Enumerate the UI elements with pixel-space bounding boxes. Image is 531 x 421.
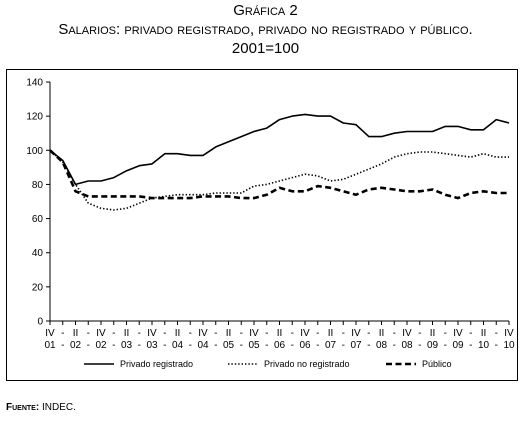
x-tick-label-quarter: IV	[351, 328, 361, 339]
x-tick-label-quarter: -	[112, 328, 115, 339]
y-tick-label: 80	[32, 180, 44, 191]
x-tick-label-year: 09	[427, 340, 439, 351]
y-tick-label: 60	[32, 214, 44, 225]
x-tick-label-year: -	[316, 340, 319, 351]
x-tick-label-quarter: -	[316, 328, 319, 339]
line-chart: 020406080100120140IV01--II02--IV02--II03…	[26, 78, 515, 370]
y-tick-label: 140	[26, 78, 43, 89]
x-tick-label-year: 02	[70, 340, 82, 351]
x-tick-label-year: 03	[121, 340, 133, 351]
x-tick-label-quarter: II	[481, 328, 487, 339]
x-tick-label-quarter: IV	[249, 328, 259, 339]
legend-label-1: Privado registrado	[120, 359, 193, 369]
x-tick-label-quarter: IV	[198, 328, 208, 339]
x-tick-label-year: -	[495, 340, 498, 351]
x-tick-label-year: 01	[44, 340, 56, 351]
x-tick-label-quarter: -	[469, 328, 472, 339]
source-label: Fuente:	[6, 402, 40, 413]
x-tick-label-year: -	[189, 340, 192, 351]
x-tick-label-year: -	[393, 340, 396, 351]
x-tick-label-quarter: II	[277, 328, 283, 339]
chart-subtitle: Salarios: privado registrado, privado no…	[58, 21, 473, 38]
x-tick-label-quarter: IV	[300, 328, 310, 339]
legend-label-3: Público	[422, 359, 452, 369]
source-note: Fuente: INDEC.	[6, 402, 76, 413]
x-tick-label-quarter: -	[393, 328, 396, 339]
x-tick-label-quarter: -	[138, 328, 141, 339]
x-tick-label-year: 08	[401, 340, 413, 351]
y-tick-label: 40	[32, 248, 44, 259]
x-tick-label-quarter: -	[495, 328, 498, 339]
x-tick-label-quarter: IV	[96, 328, 106, 339]
x-tick-label-year: -	[342, 340, 345, 351]
x-tick-label-quarter: II	[73, 328, 79, 339]
x-tick-label-year: -	[291, 340, 294, 351]
x-tick-label-quarter: -	[240, 328, 243, 339]
series-line-1	[49, 113, 510, 186]
x-tick-label-year: -	[112, 340, 115, 351]
x-tick-label-quarter: -	[418, 328, 421, 339]
x-tick-label-quarter: -	[163, 328, 166, 339]
x-tick-label-quarter: IV	[504, 328, 514, 339]
x-tick-label-year: -	[214, 340, 217, 351]
x-tick-label-year: -	[367, 340, 370, 351]
x-tick-label-year: -	[138, 340, 141, 351]
x-tick-label-year: 07	[350, 340, 362, 351]
x-tick-label-year: -	[240, 340, 243, 351]
x-tick-label-quarter: IV	[147, 328, 157, 339]
x-tick-label-year: -	[163, 340, 166, 351]
x-tick-label-year: 05	[248, 340, 260, 351]
chart-title: Gráfica 2	[233, 2, 298, 19]
x-tick-label-quarter: II	[226, 328, 232, 339]
series-line-2	[49, 149, 509, 211]
x-tick-label-year: 03	[146, 340, 158, 351]
x-tick-label-year: -	[87, 340, 90, 351]
x-tick-label-quarter: II	[379, 328, 385, 339]
x-tick-label-year: 07	[325, 340, 337, 351]
x-tick-label-quarter: II	[430, 328, 436, 339]
x-tick-label-year: 04	[197, 340, 209, 351]
x-tick-label-quarter: -	[61, 328, 64, 339]
x-tick-label-quarter: -	[444, 328, 447, 339]
y-tick-label: 0	[37, 317, 43, 328]
x-tick-label-year: -	[61, 340, 64, 351]
x-tick-label-year: 09	[452, 340, 464, 351]
x-tick-label-year: -	[265, 340, 268, 351]
x-tick-label-quarter: -	[87, 328, 90, 339]
chart-frame	[6, 69, 518, 381]
x-tick-label-quarter: IV	[402, 328, 412, 339]
x-tick-label-quarter: II	[175, 328, 181, 339]
x-tick-label-quarter: -	[342, 328, 345, 339]
chart-titles: Gráfica 2 Salarios: privado registrado, …	[0, 2, 531, 58]
x-tick-label-year: 06	[274, 340, 286, 351]
x-tick-label-quarter: IV	[453, 328, 463, 339]
legend-label-2: Privado no registrado	[264, 359, 350, 369]
series-line-3	[49, 149, 509, 200]
x-tick-label-quarter: -	[291, 328, 294, 339]
x-tick-label-year: 02	[95, 340, 107, 351]
x-tick-label-year: 06	[299, 340, 311, 351]
y-tick-label: 20	[32, 282, 44, 293]
x-tick-label-year: 10	[478, 340, 490, 351]
x-tick-label-quarter: -	[214, 328, 217, 339]
x-tick-label-quarter: II	[124, 328, 130, 339]
x-tick-label-year: 05	[223, 340, 235, 351]
x-tick-label-quarter: -	[189, 328, 192, 339]
x-tick-label-year: -	[444, 340, 447, 351]
y-tick-label: 100	[26, 146, 43, 157]
x-tick-label-year: 10	[503, 340, 515, 351]
x-tick-label-quarter: II	[328, 328, 334, 339]
x-tick-label-quarter: -	[367, 328, 370, 339]
x-tick-label-quarter: IV	[45, 328, 55, 339]
x-tick-label-year: 04	[172, 340, 184, 351]
x-tick-label-year: 08	[376, 340, 388, 351]
chart-base-note: 2001=100	[231, 40, 300, 57]
source-value: INDEC.	[41, 402, 76, 413]
x-tick-label-quarter: -	[265, 328, 268, 339]
x-tick-label-year: -	[469, 340, 472, 351]
y-tick-label: 120	[26, 112, 43, 123]
x-tick-label-year: -	[418, 340, 421, 351]
